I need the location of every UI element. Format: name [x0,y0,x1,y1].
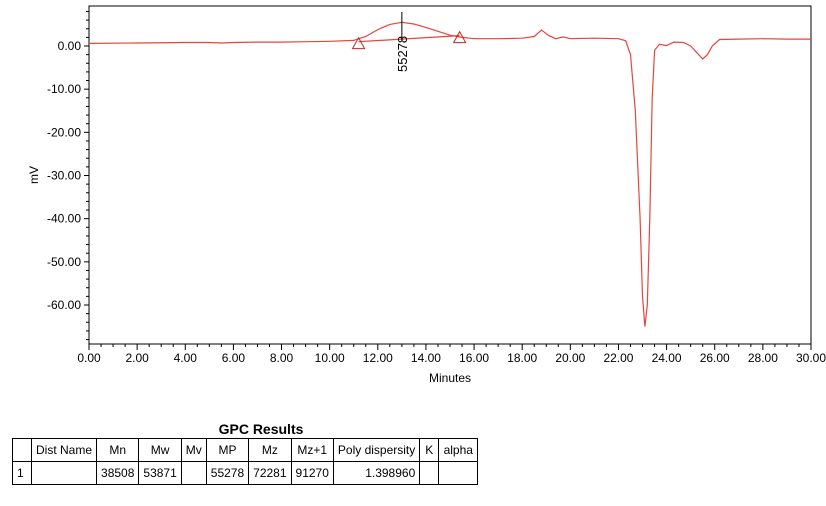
table-cell [438,461,479,485]
table-cell [180,461,207,485]
x-tick-label: 26.00 [700,351,730,365]
integration-marker [351,36,366,50]
y-tick-label: -30.00 [47,169,81,183]
y-tick-label: -40.00 [47,212,81,226]
x-tick-label: 16.00 [459,351,489,365]
table-body: 1 38508 53871 55278 72281 91270 1.398960 [12,461,479,485]
chromatogram-chart: 0.00 -10.00 -20.00 -30.00 -40.00 -50.00 -60.00… [27,5,826,385]
table-header-cell: Mv [180,438,207,462]
peak-markers: 55278 [351,12,467,72]
table-cell: 72281 [248,461,292,485]
x-tick-label: 22.00 [603,351,633,365]
integration-marker [452,30,467,44]
table-cell: 1.398960 [332,461,421,485]
x-tick-label: 6.00 [222,351,246,365]
signal-trace [88,21,811,327]
table-header-cell: alpha [438,438,479,462]
plot-frame [88,5,812,345]
table-header-cell: K [419,438,440,462]
y-axis-title: mV [27,166,41,184]
y-tick-label: -10.00 [47,82,81,96]
y-tick-label: -50.00 [47,255,81,269]
table-cell [30,461,98,485]
y-tick-label: -20.00 [47,125,81,139]
table-cell: 38508 [96,461,140,485]
table-cell: 91270 [290,461,334,485]
baseline-segment [358,35,460,43]
table-header-cell: Mz+1 [290,438,334,462]
x-tick-label: 30.00 [796,351,826,365]
table-cell: 55278 [205,461,250,485]
table-header-cell: MP [205,438,250,462]
x-tick-label: 4.00 [174,351,198,365]
table-header-cell: Mz [248,438,292,462]
table-header-cell: Mw [138,438,182,462]
x-tick-label: 0.00 [77,351,101,365]
x-tick-label: 18.00 [507,351,537,365]
x-axis-title: Minutes [429,371,471,385]
x-axis: 0.00 2.00 4.00 6.00 8.00 10.00 12.00 14.00 16.00… [77,344,826,365]
table-cell: 53871 [138,461,182,485]
table-cell [419,461,440,485]
table-header-cell: Dist Name [30,438,98,462]
x-tick-label: 8.00 [270,351,294,365]
x-tick-label: 24.00 [652,351,682,365]
table-header-cell [12,438,32,462]
table-header-cell: Mn [96,438,140,462]
table-row: 1 38508 53871 55278 72281 91270 1.398960 [12,461,479,485]
x-tick-label: 10.00 [315,351,345,365]
y-tick-label: -60.00 [47,298,81,312]
y-tick-label: 0.00 [58,39,82,53]
table-header-cell: Poly dispersity [332,438,421,462]
series-group [88,21,811,327]
x-tick-label: 12.00 [363,351,393,365]
x-tick-label: 28.00 [748,351,778,365]
x-tick-label: 20.00 [555,351,585,365]
table-cell: 1 [12,461,32,485]
x-tick-label: 14.00 [411,351,441,365]
table-title: GPC Results [218,421,304,437]
peak-label: 55278 [395,36,410,72]
y-axis: 0.00 -10.00 -20.00 -30.00 -40.00 -50.00 -60.00 [47,10,89,341]
x-tick-label: 2.00 [125,351,149,365]
